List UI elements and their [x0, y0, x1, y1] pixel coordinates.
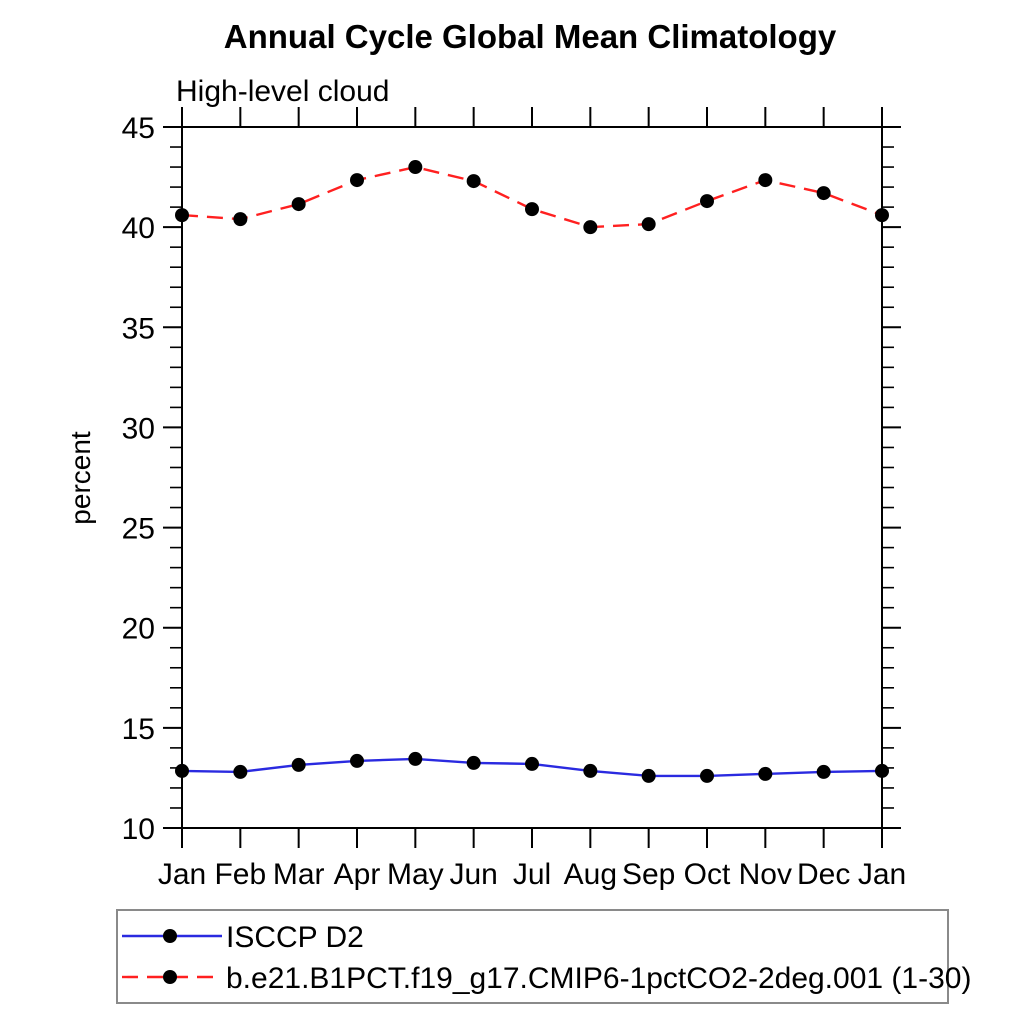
data-point-marker: [466, 174, 481, 189]
chart-title: Annual Cycle Global Mean Climatology: [224, 18, 837, 55]
legend-box: [116, 909, 949, 1004]
y-tick-label: 35: [122, 312, 155, 345]
y-tick-label: 20: [122, 613, 155, 646]
data-point-marker: [408, 160, 423, 175]
data-point-marker: [875, 208, 889, 223]
x-tick-label: Mar: [273, 858, 325, 891]
data-point-marker: [175, 208, 189, 223]
x-tick-label: Nov: [739, 858, 792, 891]
legend-marker: [163, 929, 177, 943]
x-tick-label: Jan: [858, 858, 906, 891]
data-point-marker: [700, 194, 714, 209]
data-point-marker: [816, 764, 831, 779]
x-tick-label: Dec: [797, 858, 850, 891]
x-tick-label: Oct: [684, 858, 731, 891]
legend-label: ISCCP D2: [226, 921, 364, 954]
x-tick-label: Aug: [564, 858, 617, 891]
data-point-marker: [466, 755, 481, 770]
y-minor-ticks: [170, 146, 894, 809]
y-tick-label: 40: [122, 212, 155, 245]
data-point-marker: [525, 202, 539, 217]
legend: ISCCP D2 b.e21.B1PCT.f19_g17.CMIP6-1pctCO…: [116, 909, 971, 1004]
data-point-marker: [291, 197, 306, 212]
data-point-marker: [875, 763, 889, 778]
plot-box: [181, 126, 883, 829]
data-point-marker: [758, 173, 773, 188]
y-tick-labels: 10 15 20 25 30 35 40 45: [122, 112, 155, 846]
data-point-marker: [350, 753, 364, 768]
y-tick-label: 30: [122, 412, 155, 445]
x-tick-label: May: [387, 858, 444, 891]
data-point-marker: [700, 768, 714, 783]
data-point-marker: [525, 756, 539, 771]
data-point-marker: [583, 220, 598, 235]
chart-subtitle: High-level cloud: [176, 75, 389, 108]
legend-entries: ISCCP D2 b.e21.B1PCT.f19_g17.CMIP6-1pctCO…: [122, 921, 971, 995]
data-point-marker: [233, 212, 248, 227]
x-tick-label: Feb: [214, 858, 266, 891]
data-point-marker: [291, 757, 306, 772]
data-point-marker: [758, 766, 773, 781]
series-group: [175, 160, 889, 783]
x-tick-label: Apr: [334, 858, 381, 891]
x-ticks: [181, 107, 883, 848]
y-tick-label: 10: [122, 813, 155, 846]
data-point-marker: [350, 173, 364, 188]
x-tick-label: Jun: [449, 858, 497, 891]
series-line-1: [181, 165, 883, 229]
data-point-marker: [408, 751, 423, 766]
y-axis-title: percent: [65, 431, 96, 525]
data-point-marker: [175, 763, 189, 778]
x-tick-labels: Jan Feb Mar Apr May Jun Jul Aug Sep Oct Nov Dec Jan: [158, 858, 906, 891]
data-point-marker: [641, 768, 656, 783]
x-tick-label: Jul: [513, 858, 551, 891]
data-point-marker: [583, 763, 598, 778]
data-point-marker: [641, 217, 656, 232]
legend-marker: [163, 970, 177, 984]
y-tick-label: 25: [122, 513, 155, 546]
data-point-marker: [816, 186, 831, 201]
x-tick-label: Jan: [158, 858, 206, 891]
x-tick-label: Sep: [622, 858, 675, 891]
data-point-marker: [233, 764, 248, 779]
legend-label: b.e21.B1PCT.f19_g17.CMIP6-1pctCO2-2deg.0…: [226, 962, 971, 995]
y-tick-label: 15: [122, 713, 155, 746]
y-major-ticks: [163, 126, 901, 829]
y-tick-label: 45: [122, 112, 155, 145]
